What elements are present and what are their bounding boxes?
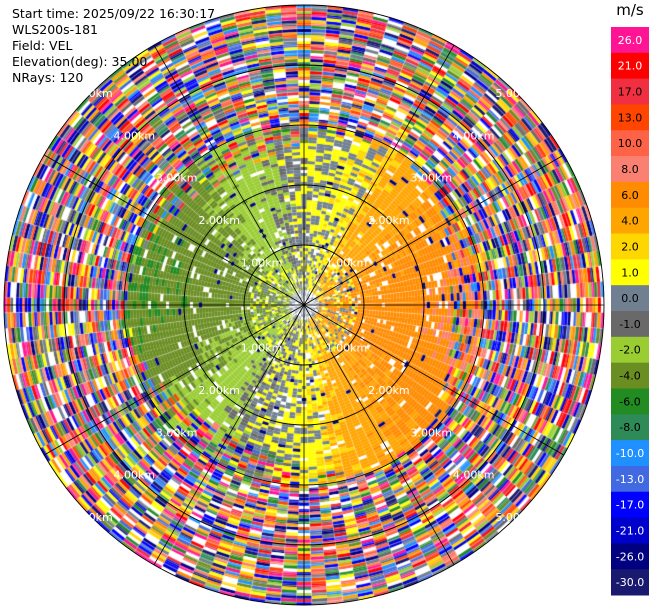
range-ring-label: 1.00km: [326, 341, 368, 354]
azimuth-spoke: [153, 304, 305, 566]
range-ring: [243, 244, 365, 366]
colorbar-tick-label: -26.0: [616, 550, 644, 563]
field-label: Field: VEL: [12, 38, 73, 53]
colorbar-swatch: [611, 336, 649, 364]
colorbar-swatch: [611, 465, 649, 493]
colorbar-tick-label: -8.0: [619, 421, 640, 434]
colorbar-swatch: [611, 104, 649, 131]
range-ring-label: 2.00km: [198, 384, 240, 397]
colorbar-swatch: [611, 491, 649, 519]
nrays-label: NRays: 120: [12, 70, 84, 85]
colorbar-tick-label: -4.0: [619, 370, 640, 383]
colorbar-tick-label: 1.0: [621, 266, 639, 279]
range-ring-label: 4.00km: [114, 129, 156, 142]
azimuth-spoke: [303, 154, 565, 306]
colorbar-swatch: [611, 362, 649, 389]
colorbar-swatch: [611, 440, 649, 467]
range-ring-label: 5.00km: [71, 87, 113, 100]
azimuth-spoke: [43, 154, 305, 306]
colorbar-tick-label: 21.0: [618, 60, 643, 73]
colorbar-tick-label: 17.0: [618, 86, 643, 99]
colorbar-tick-label: -13.0: [616, 473, 644, 486]
colorbar-tick-label: 4.0: [621, 215, 639, 228]
colorbar-swatch: [611, 311, 649, 338]
colorbar-tick-label: 10.0: [618, 137, 643, 150]
azimuth-spoke: [153, 44, 305, 306]
colorbar-swatch: [611, 517, 649, 544]
range-ring-label: 4.00km: [453, 469, 495, 482]
azimuth-spoke: [303, 304, 455, 566]
colorbar-tick-label: -2.0: [619, 344, 640, 357]
colorbar-tick-label: 0.0: [621, 292, 639, 305]
range-ring-label: 3.00km: [156, 172, 198, 185]
colorbar-tick-label: -21.0: [616, 524, 644, 537]
colorbar-swatch: [611, 259, 649, 286]
colorbar-swatch: [611, 543, 649, 570]
elevation-label: Elevation(deg): 35.00: [12, 54, 148, 69]
azimuth-spoke: [43, 304, 305, 456]
range-ring: [123, 124, 485, 486]
colorbar-tick-label: 13.0: [618, 111, 643, 124]
colorbar-swatch: [611, 233, 649, 260]
range-ring-label: 1.00km: [241, 257, 283, 270]
colorbar-swatch: [611, 285, 649, 312]
range-ring: [63, 64, 545, 546]
azimuth-spoke: [303, 304, 565, 456]
colorbar-tick-label: -1.0: [619, 318, 640, 331]
range-ring-label: 3.00km: [410, 172, 452, 185]
azimuth-spoke: [303, 44, 455, 306]
range-ring-label: 5.00km: [495, 87, 537, 100]
colorbar-swatch: [611, 388, 649, 415]
colorbar-swatch: [611, 130, 649, 157]
range-ring-label: 3.00km: [410, 426, 452, 439]
range-ring: [183, 184, 425, 426]
colorbar-tick-label: 26.0: [618, 34, 643, 47]
colorbar-tick-label: -17.0: [616, 499, 644, 512]
colorbar-tick-label: -10.0: [616, 447, 644, 460]
range-ring-label: 5.00km: [495, 511, 537, 524]
range-ring-label: 2.00km: [368, 384, 410, 397]
colorbar-swatch: [611, 52, 649, 80]
range-ring: [3, 4, 605, 606]
range-ring-label: 4.00km: [453, 129, 495, 142]
site-label: WLS200s-181: [12, 22, 98, 37]
colorbar-swatch: [611, 27, 649, 54]
colorbar-swatch: [611, 569, 649, 596]
colorbar-tick-label: -6.0: [619, 395, 640, 408]
colorbar-tick-label: -30.0: [616, 576, 644, 589]
colorbar-tick-label: 8.0: [621, 163, 639, 176]
start-time-label: Start time: 2025/09/22 16:30:17: [12, 6, 216, 21]
range-ring-label: 1.00km: [326, 257, 368, 270]
colorbar-unit: m/s: [616, 1, 644, 19]
colorbar-swatch: [611, 181, 649, 209]
colorbar-tick-label: 6.0: [621, 189, 639, 202]
colorbar-swatch: [611, 156, 649, 183]
range-ring-label: 3.00km: [156, 426, 198, 439]
colorbar-swatch: [611, 78, 649, 105]
range-ring-label: 2.00km: [368, 214, 410, 227]
range-ring-label: 5.00km: [71, 511, 113, 524]
range-ring-label: 2.00km: [198, 214, 240, 227]
colorbar-swatch: [611, 414, 649, 441]
range-ring-label: 4.00km: [114, 469, 156, 482]
colorbar-swatch: [611, 207, 649, 235]
colorbar-tick-label: 2.0: [621, 240, 639, 253]
range-ring-label: 1.00km: [241, 341, 283, 354]
